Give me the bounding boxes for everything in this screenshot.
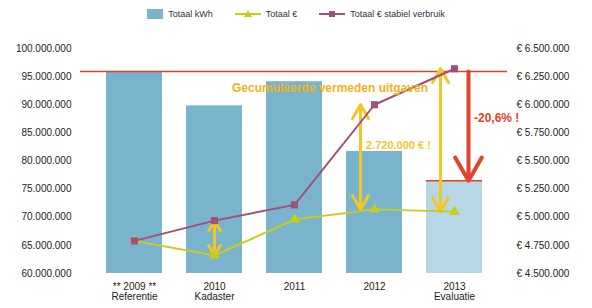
svg-text:€ 6.250.000: € 6.250.000	[517, 71, 570, 82]
svg-text:€ 5.500.000: € 5.500.000	[517, 155, 570, 166]
svg-text:€ 5.000.000: € 5.000.000	[517, 211, 570, 222]
svg-text:2011: 2011	[284, 281, 306, 292]
svg-text:60.000.000: 60.000.000	[21, 268, 71, 279]
svg-text:€ 5.250.000: € 5.250.000	[517, 183, 570, 194]
svg-text:2013Evaluatie: 2013Evaluatie	[434, 281, 476, 302]
svg-text:90.000.000: 90.000.000	[21, 99, 71, 110]
svg-text:2010Kadaster: 2010Kadaster	[194, 281, 235, 302]
html-text:Totaal kWh: Totaal kWh	[168, 9, 213, 19]
html-text:2.720.000 € !: 2.720.000 € !	[366, 139, 431, 151]
svg-text:100.000.000: 100.000.000	[16, 43, 72, 54]
html-text:-20,6% !: -20,6% !	[474, 111, 520, 125]
svg-text:€ 6.500.000: € 6.500.000	[517, 43, 570, 54]
svg-text:95.000.000: 95.000.000	[21, 71, 71, 82]
svg-text:85.000.000: 85.000.000	[21, 127, 71, 138]
svg-text:75.000.000: 75.000.000	[21, 183, 71, 194]
svg-text:€ 6.000.000: € 6.000.000	[517, 99, 570, 110]
svg-text:€ 5.750.000: € 5.750.000	[517, 127, 570, 138]
html-text:Totaal €: Totaal €	[265, 9, 298, 19]
svg-text:€ 4.750.000: € 4.750.000	[517, 240, 570, 251]
svg-text:70.000.000: 70.000.000	[21, 211, 71, 222]
svg-text:** 2009 **Referentie: ** 2009 **Referentie	[111, 281, 158, 302]
svg-text:80.000.000: 80.000.000	[21, 155, 71, 166]
svg-text:2012: 2012	[363, 281, 386, 292]
svg-text:65.000.000: 65.000.000	[21, 240, 71, 251]
html-text:Totaal € stabiel verbruik: Totaal € stabiel verbruik	[350, 9, 445, 19]
svg-text:€ 4.500.000: € 4.500.000	[517, 268, 570, 279]
html-text:Gecumuleerde vermeden uitgaven: Gecumuleerde vermeden uitgaven	[232, 81, 428, 95]
